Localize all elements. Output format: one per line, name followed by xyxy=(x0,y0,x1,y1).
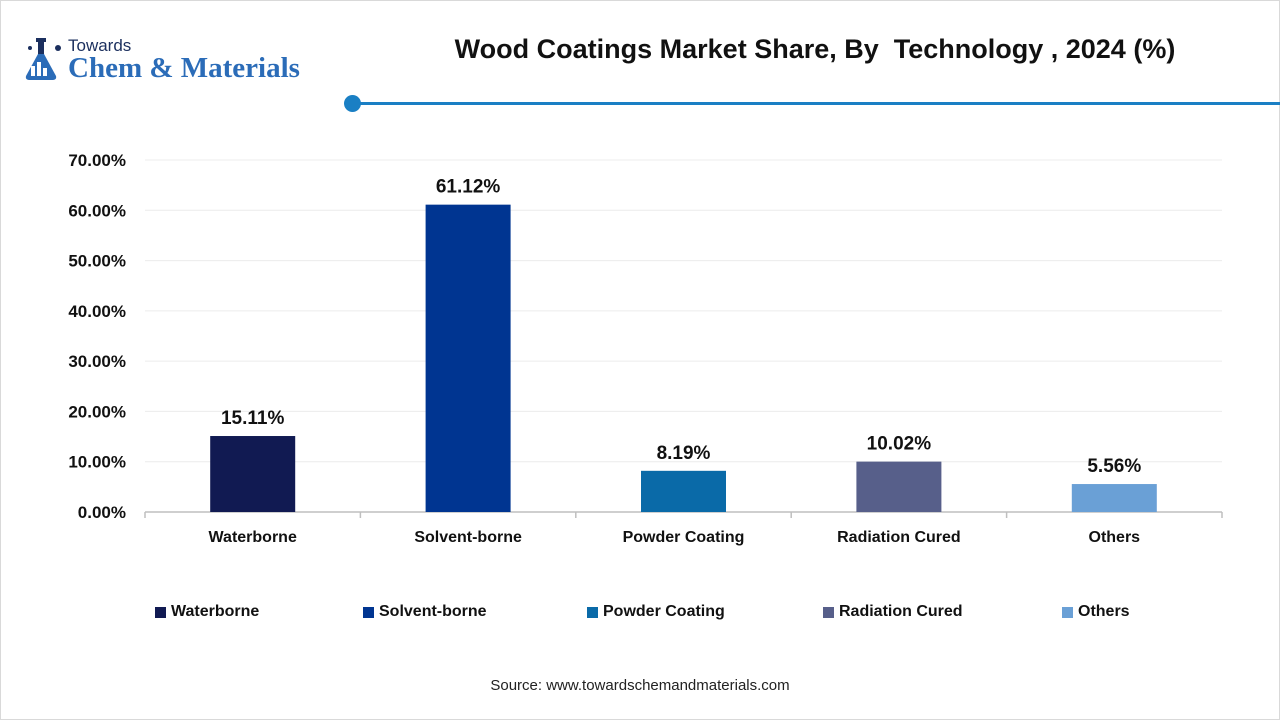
title-underline-dot xyxy=(344,95,361,112)
legend-swatch xyxy=(155,606,166,618)
legend-item: Waterborne xyxy=(155,603,259,621)
y-tick-label: 40.00% xyxy=(68,302,126,321)
bar xyxy=(856,461,942,512)
legend-label: Solvent-borne xyxy=(379,603,487,620)
data-label: 61.12% xyxy=(436,177,501,198)
y-tick-label: 70.00% xyxy=(68,151,126,170)
brand-logo: Towards Chem & Materials xyxy=(22,36,342,86)
y-tick-label: 10.00% xyxy=(68,453,126,472)
legend-item: Others xyxy=(1062,603,1130,621)
bar xyxy=(1071,484,1157,512)
brand-line1: Towards xyxy=(68,36,132,55)
chart-legend: Waterborne Solvent-borne Powder Coating Rad… xyxy=(155,603,1155,625)
brand-line2: Chem & Materials xyxy=(68,52,300,84)
flask-icon xyxy=(25,38,61,80)
data-label: 15.11% xyxy=(221,408,284,429)
x-tick-label: Solvent-borne xyxy=(414,529,522,546)
legend-label: Others xyxy=(1078,603,1130,620)
data-label: 8.19% xyxy=(657,443,711,464)
bar xyxy=(641,470,726,512)
legend-swatch xyxy=(363,606,374,618)
y-tick-label: 0.00% xyxy=(78,503,126,522)
legend-item: Radiation Cured xyxy=(823,603,963,621)
legend-swatch xyxy=(587,606,598,618)
source-note: Source: www.towardschemandmaterials.com xyxy=(490,677,790,694)
bar xyxy=(210,436,296,512)
legend-label: Waterborne xyxy=(171,603,260,620)
legend-label: Powder Coating xyxy=(603,603,725,620)
bar xyxy=(425,204,511,512)
bar-chart: 0.00% 10.00% 20.00% 30.00% 40.00% 50.00% 60.00… xyxy=(68,151,1223,546)
legend-item: Solvent-borne xyxy=(363,603,487,621)
y-tick-label: 60.00% xyxy=(68,201,126,220)
y-tick-label: 20.00% xyxy=(68,402,126,421)
legend-swatch xyxy=(1062,606,1073,618)
legend-item: Powder Coating xyxy=(587,603,725,621)
x-tick-label: Waterborne xyxy=(209,529,297,546)
legend-label: Radiation Cured xyxy=(839,603,963,620)
x-tick-label: Radiation Cured xyxy=(837,529,961,546)
data-label: 5.56% xyxy=(1087,456,1141,477)
data-label: 10.02% xyxy=(867,434,932,455)
y-tick-label: 30.00% xyxy=(68,352,126,371)
chart-title: Wood Coatings Market Share, By Technolog… xyxy=(454,34,1176,64)
legend-swatch xyxy=(823,606,834,618)
y-tick-label: 50.00% xyxy=(68,252,126,271)
title-underline xyxy=(352,102,1280,105)
x-tick-label: Others xyxy=(1089,529,1141,546)
x-tick-label: Powder Coating xyxy=(623,529,745,546)
